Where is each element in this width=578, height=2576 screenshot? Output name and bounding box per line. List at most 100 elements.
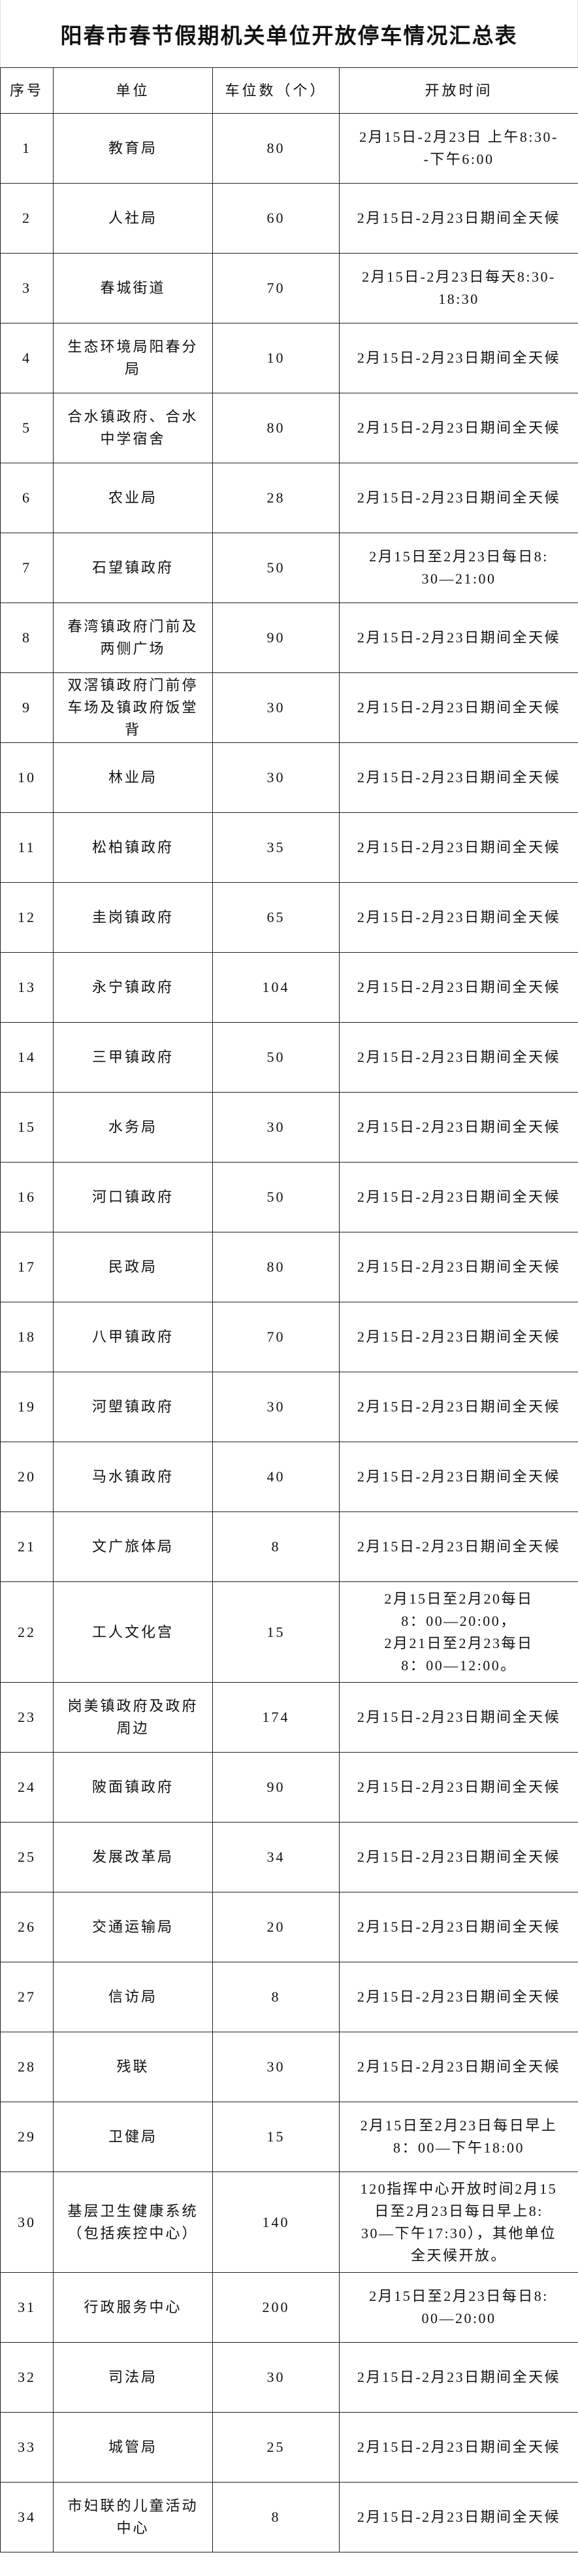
cell-no: 1: [0, 113, 54, 184]
table-row: 6 农业局 28 2月15日-2月23日期间全天候: [0, 463, 578, 533]
cell-spaces: 80: [212, 393, 340, 463]
cell-no: 26: [0, 1892, 54, 1962]
cell-no: 17: [0, 1232, 54, 1302]
cell-no: 14: [0, 1022, 54, 1093]
cell-spaces: 90: [212, 1752, 340, 1823]
table-row: 25 发展改革局 34 2月15日-2月23日期间全天候: [0, 1822, 578, 1892]
cell-spaces: 8: [212, 1511, 340, 1582]
table-header-row: 序号 单位 车位数（个） 开放时间: [0, 67, 578, 114]
header-spaces: 车位数（个）: [212, 67, 340, 114]
cell-unit: 民政局: [53, 1232, 213, 1302]
cell-spaces: 8: [212, 2482, 340, 2552]
cell-spaces: 200: [212, 2272, 340, 2343]
table-row: 14 三甲镇政府 50 2月15日-2月23日期间全天候: [0, 1022, 578, 1093]
cell-open-time: 2月15日-2月23日期间全天候: [339, 1511, 578, 1582]
cell-spaces: 50: [212, 1162, 340, 1232]
cell-spaces: 30: [212, 672, 340, 743]
header-unit: 单位: [53, 67, 213, 114]
cell-open-time: 2月15日-2月23日期间全天候: [339, 2482, 578, 2552]
cell-unit: 河口镇政府: [53, 1162, 213, 1232]
cell-spaces: 15: [212, 1581, 340, 1683]
cell-spaces: 30: [212, 742, 340, 813]
table-row: 29 卫健局 15 2月15日至2月23日每日早上 8：00—下午18:00: [0, 2102, 578, 2172]
cell-spaces: 40: [212, 1442, 340, 1512]
cell-no: 7: [0, 533, 54, 603]
cell-open-time: 2月15日-2月23日期间全天候: [339, 882, 578, 953]
table-row: 4 生态环境局阳春分 局 10 2月15日-2月23日期间全天候: [0, 323, 578, 393]
cell-spaces: 30: [212, 2342, 340, 2413]
cell-spaces: 35: [212, 812, 340, 883]
table-row: 32 司法局 30 2月15日-2月23日期间全天候: [0, 2342, 578, 2413]
cell-spaces: 174: [212, 1682, 340, 1753]
cell-no: 20: [0, 1442, 54, 1512]
cell-open-time: 2月15日-2月23日期间全天候: [339, 1302, 578, 1372]
cell-unit: 卫健局: [53, 2102, 213, 2172]
cell-spaces: 25: [212, 2412, 340, 2483]
cell-spaces: 8: [212, 1962, 340, 2032]
table-row: 20 马水镇政府 40 2月15日-2月23日期间全天候: [0, 1442, 578, 1512]
table-row: 24 陂面镇政府 90 2月15日-2月23日期间全天候: [0, 1752, 578, 1823]
cell-unit: 林业局: [53, 742, 213, 813]
table-row: 15 水务局 30 2月15日-2月23日期间全天候: [0, 1092, 578, 1163]
cell-no: 34: [0, 2482, 54, 2552]
cell-no: 19: [0, 1372, 54, 1442]
page-title: 阳春市春节假期机关单位开放停车情况汇总表: [0, 0, 578, 67]
cell-open-time: 2月15日-2月23日期间全天候: [339, 742, 578, 813]
cell-unit: 水务局: [53, 1092, 213, 1163]
table-row: 16 河口镇政府 50 2月15日-2月23日期间全天候: [0, 1162, 578, 1232]
cell-open-time: 2月15日-2月23日期间全天候: [339, 603, 578, 673]
cell-unit: 八甲镇政府: [53, 1302, 213, 1372]
table-row: 3 春城街道 70 2月15日-2月23日每天8:30- 18:30: [0, 253, 578, 323]
table-row: 12 圭岗镇政府 65 2月15日-2月23日期间全天候: [0, 882, 578, 953]
cell-no: 6: [0, 463, 54, 533]
cell-open-time: 2月15日-2月23日期间全天候: [339, 1092, 578, 1163]
cell-unit: 文广旅体局: [53, 1511, 213, 1582]
cell-unit: 行政服务中心: [53, 2272, 213, 2343]
cell-open-time: 120指挥中心开放时间2月15 日至2月23日每日早上8: 30—下午17:30…: [339, 2171, 578, 2273]
cell-no: 8: [0, 603, 54, 673]
cell-open-time: 2月15日-2月23日期间全天候: [339, 1892, 578, 1962]
table-row: 28 残联 30 2月15日-2月23日期间全天候: [0, 2032, 578, 2102]
table-row: 5 合水镇政府、合水 中学宿舍 80 2月15日-2月23日期间全天候: [0, 393, 578, 463]
cell-unit: 永宁镇政府: [53, 952, 213, 1023]
cell-no: 29: [0, 2102, 54, 2172]
cell-spaces: 28: [212, 463, 340, 533]
table-row: 27 信访局 8 2月15日-2月23日期间全天候: [0, 1962, 578, 2032]
table-row: 10 林业局 30 2月15日-2月23日期间全天候: [0, 742, 578, 813]
cell-unit: 河塱镇政府: [53, 1372, 213, 1442]
cell-spaces: 65: [212, 882, 340, 953]
cell-no: 2: [0, 183, 54, 254]
cell-open-time: 2月15日-2月23日期间全天候: [339, 2032, 578, 2102]
cell-spaces: 20: [212, 1892, 340, 1962]
cell-unit: 生态环境局阳春分 局: [53, 323, 213, 393]
header-no: 序号: [0, 67, 54, 114]
table-row: 23 岗美镇政府及政府 周边 174 2月15日-2月23日期间全天候: [0, 1682, 578, 1753]
table-row: 33 城管局 25 2月15日-2月23日期间全天候: [0, 2412, 578, 2483]
cell-no: 13: [0, 952, 54, 1023]
cell-unit: 松柏镇政府: [53, 812, 213, 883]
cell-spaces: 50: [212, 1022, 340, 1093]
cell-spaces: 70: [212, 253, 340, 323]
cell-spaces: 60: [212, 183, 340, 254]
cell-open-time: 2月15日-2月23日期间全天候: [339, 672, 578, 743]
cell-open-time: 2月15日-2月23日期间全天候: [339, 952, 578, 1023]
cell-unit: 圭岗镇政府: [53, 882, 213, 953]
cell-spaces: 140: [212, 2171, 340, 2273]
cell-unit: 市妇联的儿童活动 中心: [53, 2482, 213, 2552]
table-row: 7 石望镇政府 50 2月15日至2月23日每日8: 30—21:00: [0, 533, 578, 603]
cell-no: 18: [0, 1302, 54, 1372]
cell-no: 21: [0, 1511, 54, 1582]
table-row: 11 松柏镇政府 35 2月15日-2月23日期间全天候: [0, 812, 578, 883]
table-row: 2 人社局 60 2月15日-2月23日期间全天候: [0, 183, 578, 254]
cell-unit: 岗美镇政府及政府 周边: [53, 1682, 213, 1753]
cell-no: 25: [0, 1822, 54, 1892]
cell-open-time: 2月15日-2月23日期间全天候: [339, 2412, 578, 2483]
cell-no: 23: [0, 1682, 54, 1753]
table-row: 22 工人文化宫 15 2月15日至2月20每日 8：00—20:00， 2月21日至…: [0, 1581, 578, 1683]
cell-no: 32: [0, 2342, 54, 2413]
cell-open-time: 2月15日-2月23日期间全天候: [339, 2342, 578, 2413]
table-row: 9 双滘镇政府门前停 车场及镇政府饭堂 背 30 2月15日-2月23日期间全天候: [0, 672, 578, 743]
cell-spaces: 90: [212, 603, 340, 673]
cell-spaces: 80: [212, 1232, 340, 1302]
table-row: 30 基层卫生健康系统 （包括疾控中心） 140 120指挥中心开放时间2月15 日至…: [0, 2171, 578, 2273]
